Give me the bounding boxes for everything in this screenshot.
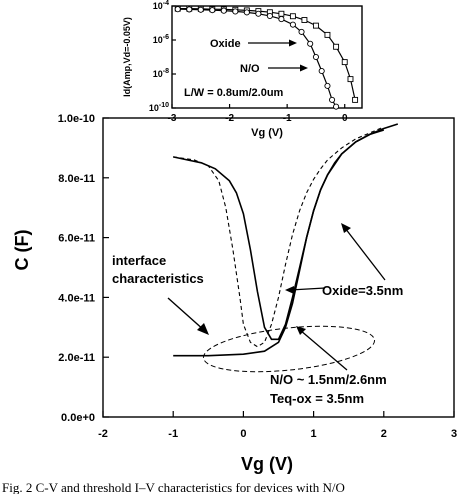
oxide-arrowhead — [341, 223, 351, 233]
iv-circle-marker — [255, 10, 262, 17]
iv-circle-marker — [324, 82, 331, 89]
cv-y-tick-label: 0.0e+0 — [61, 412, 95, 424]
iv-square-marker — [301, 17, 308, 23]
annotation-teq: Teq-ox = 3.5nm — [270, 391, 364, 406]
iv-circle-marker — [220, 7, 227, 14]
iv-circle-marker — [318, 67, 325, 75]
oxide-arrow-2 — [289, 287, 326, 291]
cv-y-tick-label: 6.0e-11 — [58, 233, 95, 245]
iv-y-tick-label: 10-4 — [153, 0, 169, 11]
cv-y-tick-label: 8.0e-11 — [58, 173, 95, 185]
cv-x-tick-label: -1 — [168, 428, 178, 440]
interface-arrow — [167, 297, 206, 332]
iv-x-tick-label: -3 — [168, 113, 177, 124]
oxide-arrow — [344, 227, 386, 281]
iv-square-marker — [289, 13, 296, 20]
cv-plot-frame — [102, 117, 455, 418]
no-arrow — [299, 329, 348, 371]
cv-x-tick-label: 3 — [451, 428, 457, 440]
iv-circle-marker — [232, 8, 239, 15]
iv-y-tick-label: 10-6 — [153, 34, 169, 45]
annotation-interface-line1: interface — [112, 253, 166, 268]
iv-circle-marker — [266, 12, 273, 19]
cv-series-2-line — [173, 123, 399, 341]
iv-legend-no: N/O — [240, 63, 260, 75]
iv-x-tick-label: 0 — [342, 113, 348, 124]
iv-inset-chart: -3 -2 -1 0 10-4 10-6 10-8 10-10 Id(Amp,Vd=-0.0… — [122, 0, 363, 139]
iv-circle-marker — [209, 7, 216, 14]
iv-circle-marker — [186, 6, 193, 13]
cv-x-axis-label: Vg (V) — [241, 454, 293, 474]
iv-square-marker — [324, 31, 331, 38]
cv-y-tick-label: 2.0e-11 — [58, 352, 95, 364]
interface-region-ellipse — [202, 325, 376, 373]
no-arrowhead — [296, 326, 306, 335]
iv-square-marker — [341, 59, 348, 66]
interface-arrowhead — [197, 323, 209, 335]
iv-circle-marker — [174, 6, 181, 13]
iv-y-axis-label: Id(Amp,Vd=-0.05V) — [122, 17, 132, 97]
iv-legend-oxide: Oxide — [210, 38, 241, 50]
figure-caption: Fig. 2 C-V and threshold I–V characteris… — [2, 480, 345, 494]
cv-chart: -2 -1 0 1 2 3 0.0e+0 2.0e-11 4.0e-11 6.0e-11 8.0e… — [12, 113, 457, 474]
iv-x-tick-label: -2 — [225, 113, 234, 124]
iv-x-axis-label: Vg (V) — [251, 127, 283, 139]
annotation-interface-line2: characteristics — [112, 271, 204, 286]
iv-circle-marker — [243, 9, 250, 16]
iv-circle-marker — [298, 28, 305, 35]
iv-oxide-pointer-head — [289, 39, 297, 47]
iv-circle-marker — [289, 21, 296, 28]
iv-y-tick-label: 10-10 — [149, 102, 169, 113]
cv-series-3-line — [173, 129, 385, 357]
cv-y-tick-label: 1.0e-10 — [58, 113, 95, 125]
iv-circle-marker — [278, 16, 285, 23]
iv-square-marker — [352, 96, 359, 103]
iv-square-marker — [312, 22, 319, 29]
iv-y-tick-label: 10-8 — [153, 68, 169, 79]
iv-square-marker — [278, 10, 285, 17]
cv-x-tick-label: 2 — [381, 428, 387, 440]
iv-circle-marker — [333, 103, 340, 110]
cv-x-tick-label: 0 — [240, 428, 246, 440]
annotation-oxide: Oxide=3.5nm — [322, 283, 403, 298]
iv-no-pointer-head — [300, 64, 308, 72]
iv-circle-marker — [312, 53, 319, 61]
iv-square-marker — [333, 43, 340, 50]
iv-x-tick-label: -1 — [283, 113, 292, 124]
cv-x-tick-label: 1 — [311, 428, 317, 440]
oxide-arrowhead-2 — [285, 286, 294, 294]
annotation-no: N/O ~ 1.5nm/2.6nm — [270, 372, 387, 387]
cv-y-axis-label: C (F) — [12, 230, 32, 271]
cv-x-tick-label: -2 — [98, 428, 108, 440]
iv-square-marker — [347, 76, 354, 83]
iv-annotation-lw: L/W = 0.8um/2.0um — [184, 87, 284, 99]
iv-plot-frame — [171, 5, 363, 109]
iv-circle-marker — [197, 6, 204, 13]
iv-circle-marker — [329, 96, 336, 103]
cv-series-1-line — [173, 126, 385, 348]
iv-circle-marker — [307, 40, 314, 47]
cv-y-tick-label: 4.0e-11 — [58, 292, 95, 304]
